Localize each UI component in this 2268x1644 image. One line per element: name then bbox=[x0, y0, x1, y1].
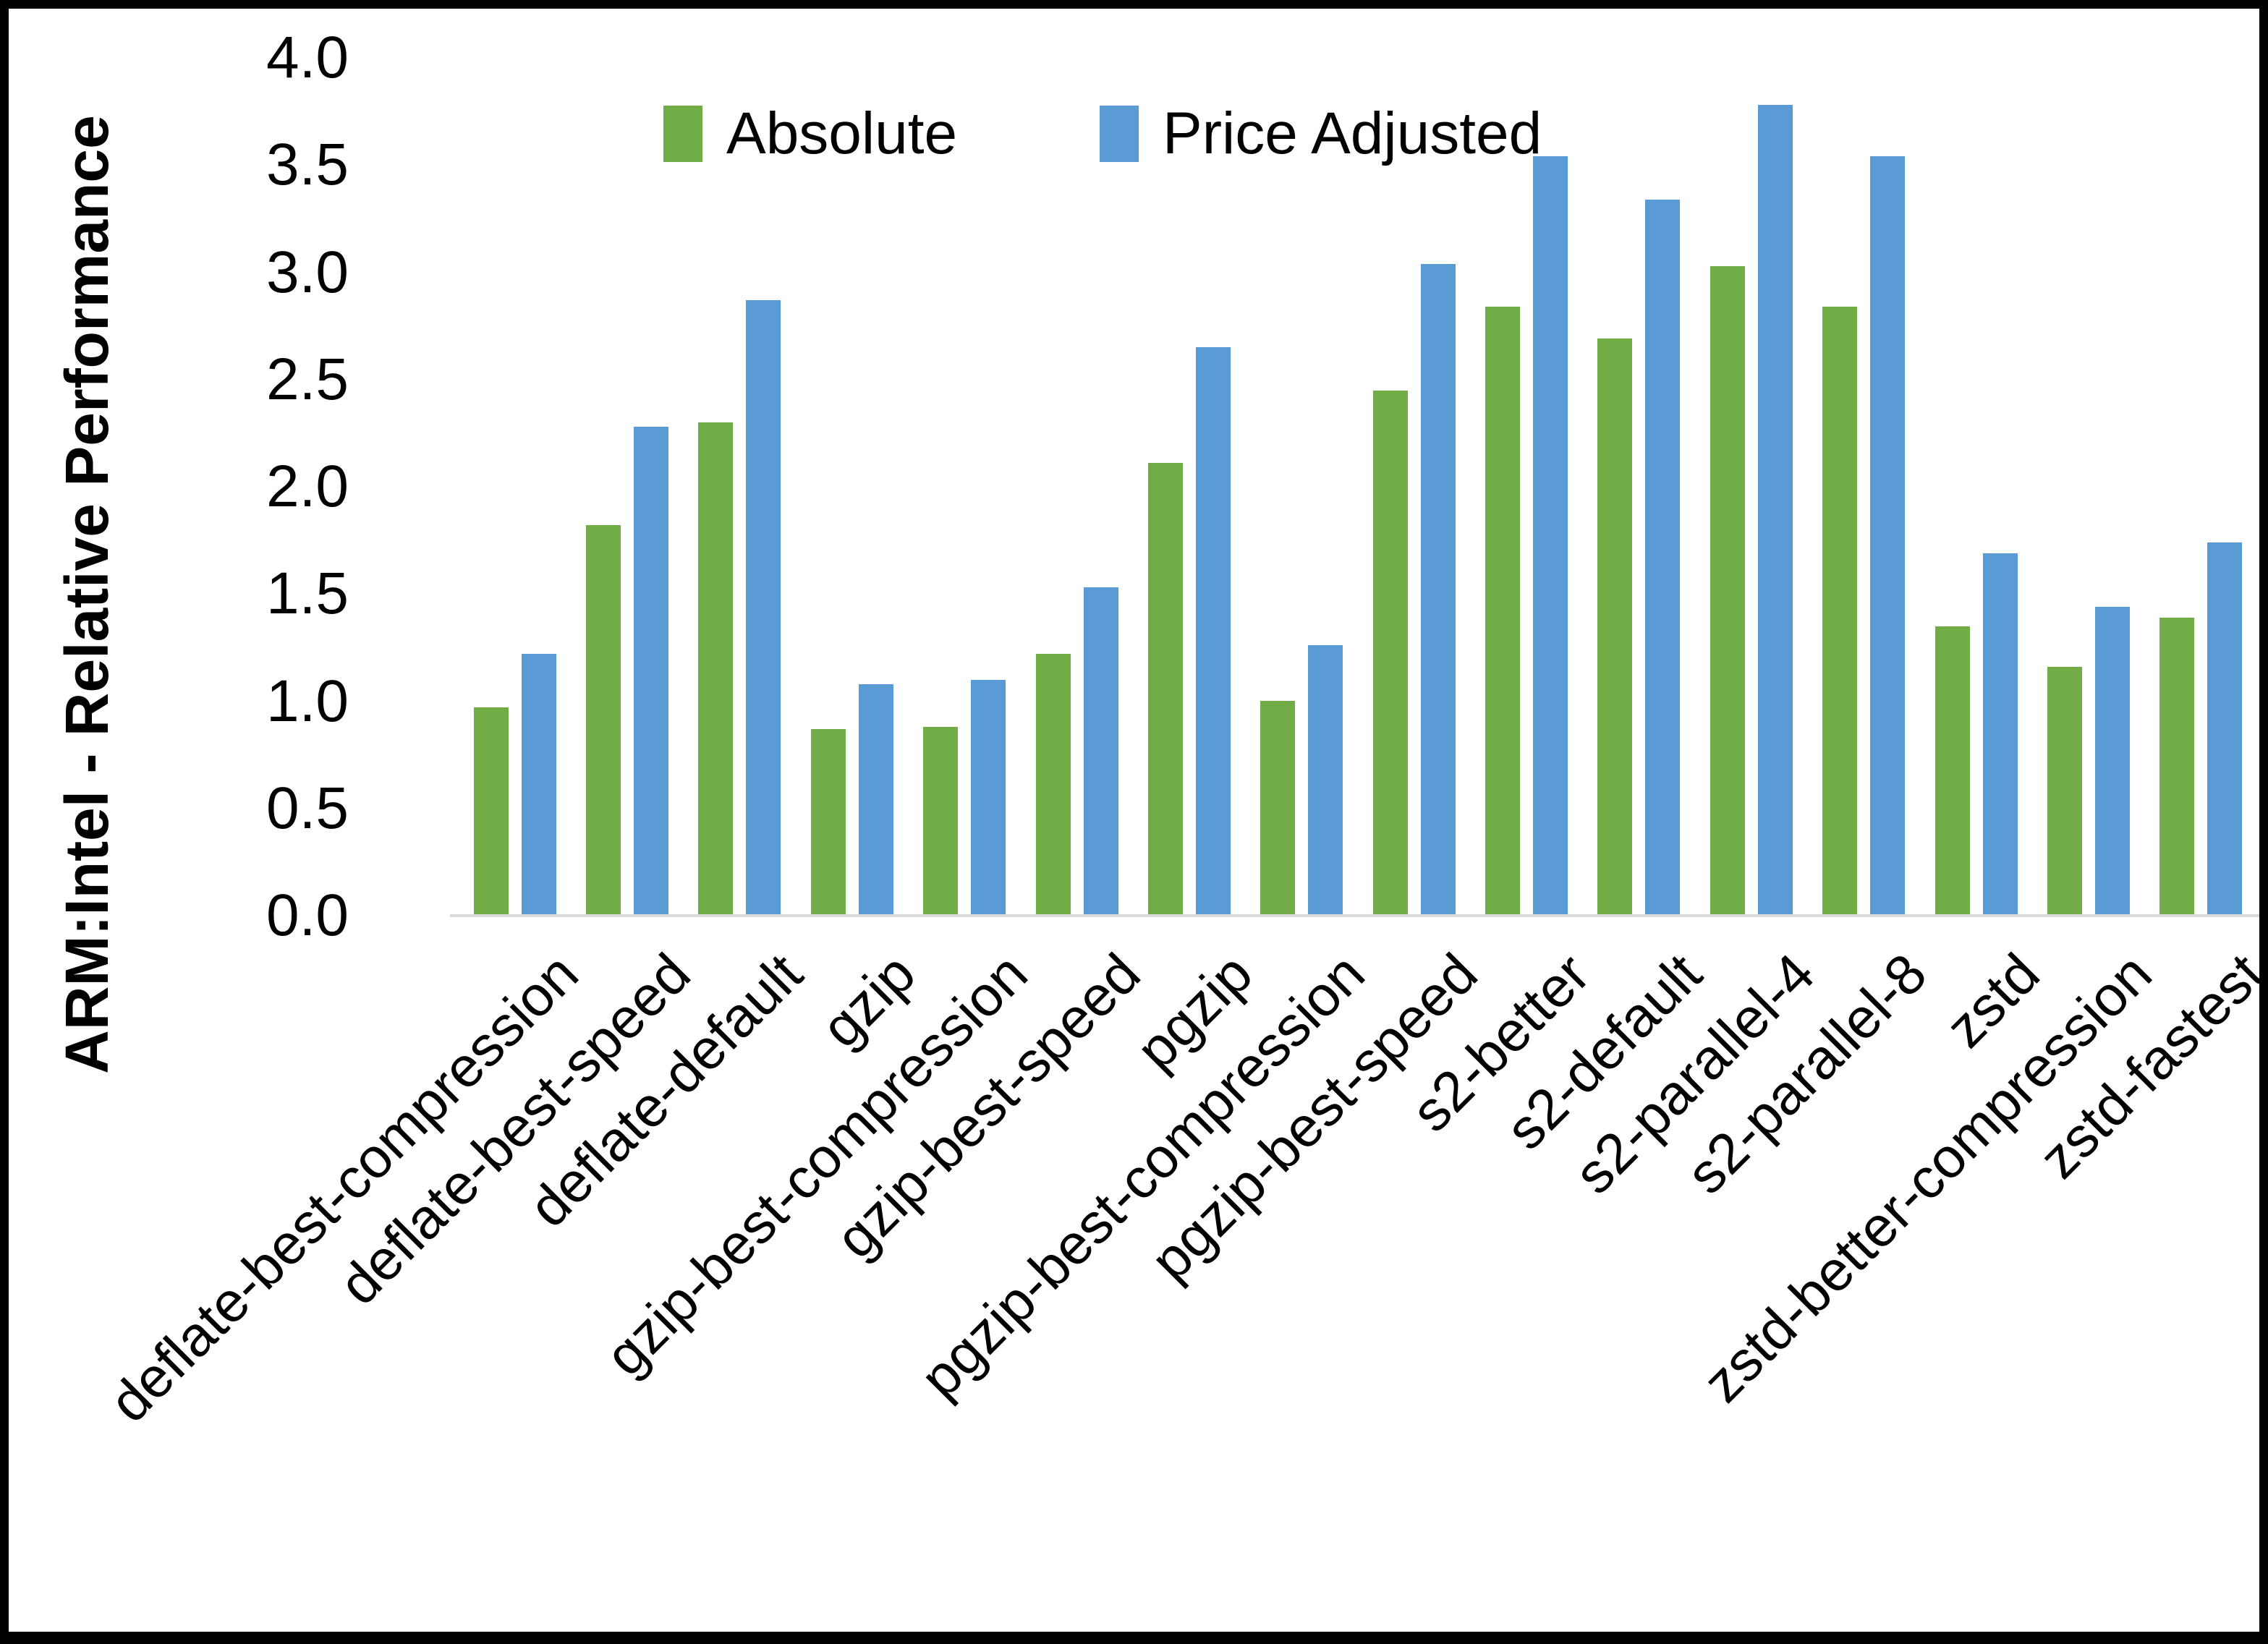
bar-absolute bbox=[1036, 654, 1071, 916]
bar-price-adjusted bbox=[634, 427, 668, 916]
y-tick-label: 3.0 bbox=[266, 239, 349, 305]
y-tick-label: 2.0 bbox=[266, 453, 349, 519]
bar-absolute bbox=[1710, 266, 1745, 916]
bar-absolute bbox=[1148, 463, 1183, 916]
bar-price-adjusted bbox=[2207, 542, 2242, 916]
y-tick-label: 1.5 bbox=[266, 561, 349, 627]
bar-absolute bbox=[698, 422, 733, 916]
y-tick-label: 2.5 bbox=[266, 346, 349, 412]
y-tick-label: 0.5 bbox=[266, 775, 349, 841]
y-tick-label: 4.0 bbox=[266, 25, 349, 90]
bar-price-adjusted bbox=[859, 684, 893, 916]
bar-absolute bbox=[586, 525, 621, 916]
bar-price-adjusted bbox=[1983, 553, 2018, 916]
bar-absolute bbox=[1260, 701, 1295, 916]
bar-price-adjusted bbox=[2095, 607, 2130, 916]
bar-absolute bbox=[1485, 307, 1520, 916]
bar-price-adjusted bbox=[1196, 347, 1231, 916]
y-axis-title: ARM:Intel - Relative Performance bbox=[53, 115, 121, 1074]
bar-price-adjusted bbox=[746, 300, 781, 916]
bar-price-adjusted bbox=[1758, 105, 1793, 916]
y-tick-label: 3.5 bbox=[266, 132, 349, 198]
bar-price-adjusted bbox=[522, 654, 556, 916]
bar-absolute bbox=[1597, 338, 1632, 916]
bar-absolute bbox=[1935, 626, 1970, 916]
bar-price-adjusted bbox=[1421, 264, 1456, 916]
bar-price-adjusted bbox=[1084, 587, 1118, 916]
bar-price-adjusted bbox=[971, 680, 1006, 916]
bar-price-adjusted bbox=[1308, 645, 1343, 916]
bar-price-adjusted bbox=[1645, 200, 1680, 916]
bar-absolute bbox=[474, 707, 509, 916]
bar-absolute bbox=[811, 729, 846, 916]
bar-absolute bbox=[2159, 618, 2194, 916]
legend-swatch-price-adjusted bbox=[1100, 106, 1139, 162]
bar-absolute bbox=[2047, 667, 2082, 916]
bar-absolute bbox=[923, 727, 958, 916]
bar-absolute bbox=[1822, 307, 1857, 916]
legend-swatch-absolute bbox=[663, 106, 702, 162]
y-tick-label: 1.0 bbox=[266, 668, 349, 734]
bar-price-adjusted bbox=[1533, 156, 1568, 916]
legend-label-price-adjusted: Price Adjusted bbox=[1163, 101, 1542, 166]
y-tick-label: 0.0 bbox=[266, 882, 349, 948]
x-axis-baseline bbox=[450, 914, 2259, 917]
bar-absolute bbox=[1373, 391, 1408, 916]
legend-label-absolute: Absolute bbox=[726, 101, 958, 166]
bar-price-adjusted bbox=[1870, 156, 1905, 916]
